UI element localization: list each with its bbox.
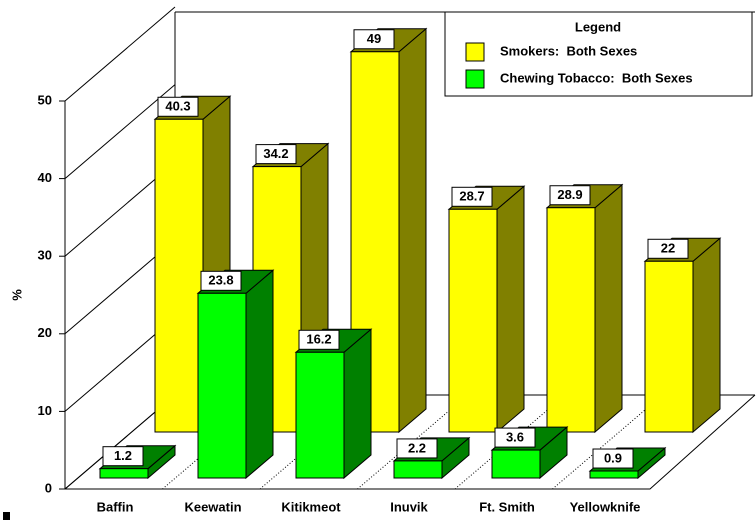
- grid-line: [64, 6, 176, 102]
- floor-separator: [552, 394, 663, 490]
- legend-label: Smokers: Both Sexes: [500, 43, 637, 58]
- legend-swatch: [465, 69, 485, 89]
- bar-side: [398, 27, 427, 434]
- value-label: 40.3: [165, 99, 190, 114]
- corner-marker: [3, 512, 10, 520]
- x-tick-label: Yellowknife: [570, 499, 641, 514]
- value-label-box: [494, 427, 536, 448]
- x-tick-label: Kitikmeot: [281, 499, 341, 514]
- value-label: 1.2: [114, 448, 132, 463]
- bar: [154, 118, 204, 433]
- value-label-box: [200, 270, 242, 291]
- value-label-box: [396, 438, 438, 459]
- value-label: 22: [661, 241, 675, 256]
- bar-side: [343, 328, 372, 480]
- value-label: 28.7: [459, 189, 484, 204]
- bar: [448, 208, 498, 433]
- value-label-box: [157, 96, 199, 117]
- value-label-box: [298, 329, 340, 350]
- bar-side: [496, 185, 525, 434]
- y-tick-label: 40: [38, 170, 52, 185]
- value-label-box: [451, 186, 493, 207]
- value-label-box: [255, 144, 297, 165]
- value-label: 0.9: [604, 450, 622, 465]
- value-label: 34.2: [263, 146, 288, 161]
- bar: [644, 260, 694, 433]
- value-label-box: [353, 29, 395, 50]
- legend-label: Chewing Tobacco: Both Sexes: [500, 70, 693, 85]
- value-label: 28.9: [557, 187, 582, 202]
- x-tick-label: Keewatin: [184, 499, 241, 514]
- bar: [491, 449, 541, 479]
- bar: [295, 351, 345, 479]
- bar-side: [692, 237, 721, 434]
- value-label: 3.6: [506, 430, 524, 445]
- bar: [546, 207, 596, 433]
- y-tick-label: 30: [38, 248, 52, 263]
- bar-side: [594, 183, 623, 434]
- legend-box: [444, 11, 753, 97]
- y-tick-label: 20: [38, 325, 52, 340]
- bar: [197, 292, 247, 479]
- value-label: 23.8: [208, 273, 233, 288]
- bar-side: [245, 269, 274, 480]
- value-label-box: [647, 238, 689, 259]
- value-label-box: [592, 448, 634, 469]
- x-tick-label: Baffin: [97, 499, 134, 514]
- y-axis-label: %: [9, 289, 24, 301]
- legend-title: Legend: [575, 19, 621, 34]
- y-tick-label: 10: [38, 403, 52, 418]
- value-label: 49: [367, 31, 381, 46]
- value-label: 16.2: [306, 332, 331, 347]
- grid-line: [64, 84, 176, 179]
- value-label-box: [549, 185, 591, 206]
- x-tick-label: Ft. Smith: [479, 499, 535, 514]
- legend-swatch: [465, 42, 485, 62]
- value-label: 2.2: [408, 440, 426, 455]
- y-tick-label: 0: [45, 480, 52, 495]
- bar: [393, 460, 443, 479]
- y-tick-label: 50: [38, 92, 52, 107]
- bar: [99, 468, 149, 479]
- bar: [589, 470, 639, 479]
- x-tick-label: Inuvik: [390, 499, 428, 514]
- value-label-box: [102, 446, 144, 467]
